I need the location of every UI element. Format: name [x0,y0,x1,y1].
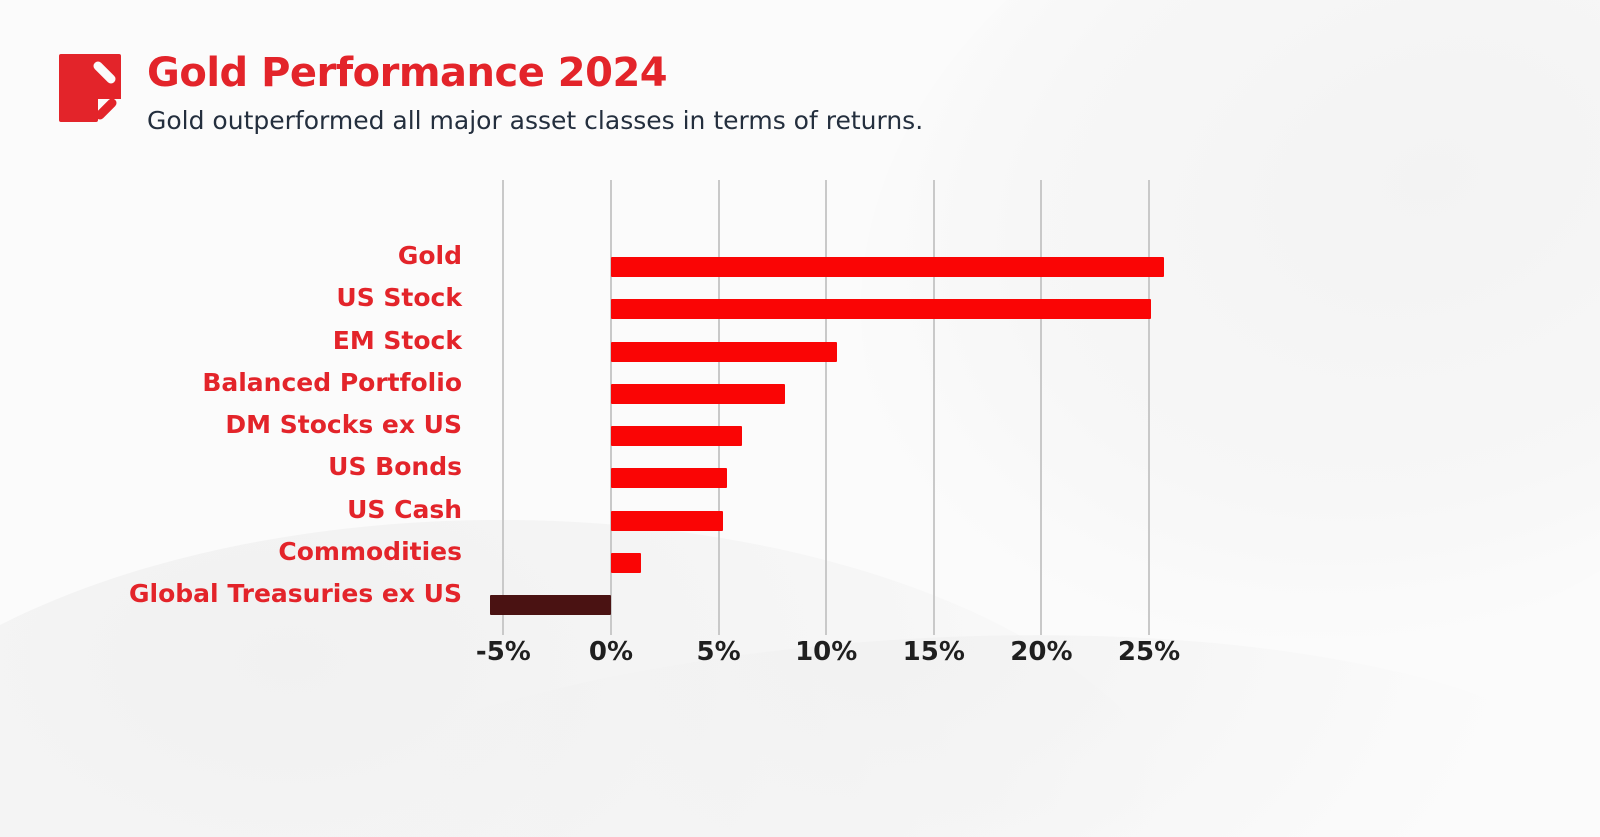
bar-commodities [611,552,642,573]
gridline-10 [825,180,828,635]
bar-balanced-portfolio [611,383,786,404]
gridline-25 [1148,180,1150,635]
gridline--5 [502,180,505,635]
bar-em-stock [611,341,837,362]
category-label-global-treasuries-ex-us: Global Treasuries ex US [129,579,462,608]
gridline-15 [932,180,935,635]
bar-us-cash [611,510,723,531]
category-label-gold: Gold [397,241,462,270]
axis-tick-label: -5% [475,637,531,667]
axis-tick-label: 10% [795,637,858,667]
page-subtitle: Gold outperformed all major asset classe… [147,106,924,135]
category-label-us-cash: US Cash [347,494,462,524]
title-block: Gold Performance 2024 Gold outperformed … [147,50,923,136]
chart-header: Gold Performance 2024 Gold outperformed … [58,50,923,136]
gridline-20 [1040,180,1043,635]
category-label-em-stock: EM Stock [332,325,462,355]
axis-tick-label: 25% [1117,637,1181,667]
axis-tick-label: 20% [1010,637,1073,667]
bar-dm-stocks-ex-us [611,426,743,446]
axis-tick-label: 5% [696,637,741,667]
category-label-dm-stocks-ex-us: DM Stocks ex US [225,410,462,439]
axis-tick-label: 0% [588,637,634,667]
bar-gold [611,257,1165,277]
category-label-balanced-portfolio: Balanced Portfolio [202,367,462,397]
category-label-us-stock: US Stock [336,283,462,313]
gridline-5 [717,180,720,635]
brand-logo-icon [58,53,122,123]
category-label-commodities: Commodities [278,536,462,566]
bar-us-bonds [611,468,728,489]
axis-tick-label: 15% [902,637,965,667]
gridline-0 [610,180,612,635]
bar-global-treasuries-ex-us [490,595,611,615]
bar-us-stock [611,299,1152,320]
category-label-us-bonds: US Bonds [328,452,462,482]
page-title: Gold Performance 2024 [147,50,668,96]
